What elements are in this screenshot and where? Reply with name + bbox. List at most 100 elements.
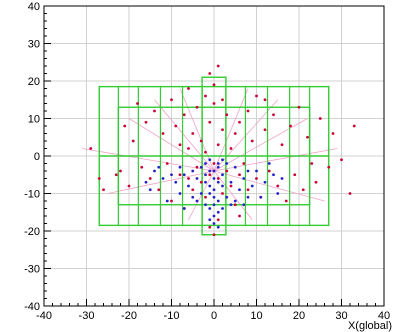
red-hit-point [114,173,118,177]
red-hit-point [195,165,199,169]
red-hit-point [204,94,207,98]
red-hit-point [127,184,131,188]
blue-hit-point [221,158,224,162]
red-hit-point [225,169,229,173]
red-hit-point [221,128,224,132]
y-tick-label: 10 [28,114,40,126]
red-hit-point [191,132,195,135]
blue-hit-point [229,180,233,184]
x-tick-label: -40 [36,310,52,322]
blue-hit-point [144,180,148,184]
red-hit-point [293,173,297,177]
blue-hit-point [191,169,195,173]
red-hit-point [272,113,275,117]
blue-hit-point [212,188,216,192]
blue-hit-point [174,180,178,184]
red-hit-point [284,199,288,203]
blue-hit-point [204,173,207,177]
blue-hit-point [204,203,207,207]
blue-hit-point [212,203,216,207]
blue-hit-point [216,162,220,165]
red-hit-point [136,102,139,105]
y-tick-label: -30 [24,264,40,276]
red-hit-point [255,177,258,180]
y-tick-label: 40 [28,1,40,13]
blue-hit-point [148,188,152,192]
red-hit-point [119,169,122,173]
red-hit-point [216,177,220,180]
red-hit-point [178,173,182,177]
blue-hit-point [199,165,203,169]
track-line [213,170,325,202]
red-hit-point [352,124,356,128]
blue-hit-point [267,162,271,165]
track-line [188,170,215,220]
track-line [82,148,215,172]
blue-hit-point [153,169,156,173]
blue-hit-point [221,173,224,177]
blue-hit-point [263,180,267,184]
track-line [213,88,249,172]
red-hit-point [144,120,148,124]
red-hit-point [233,203,237,207]
red-hit-point [170,199,173,203]
red-hit-point [208,72,212,75]
red-hit-point [327,165,331,169]
red-hit-point [187,177,190,180]
red-hit-point [216,218,220,222]
blue-hit-point [216,165,220,169]
blue-hit-point [221,207,224,210]
blue-hit-point [255,169,258,173]
blue-hit-point [212,169,216,173]
blue-hit-point [199,192,203,195]
blue-hit-point [208,169,212,173]
red-hit-point [165,162,169,165]
blue-hit-point [229,203,233,207]
red-hit-point [204,150,207,154]
red-hit-point [250,139,254,143]
red-hit-point [229,147,233,150]
blue-hit-point [161,177,165,180]
blue-hit-point [208,192,212,195]
y-tick-label: -20 [24,226,40,238]
red-hit-point [318,117,322,120]
blue-hit-point [195,177,199,180]
blue-hit-point [178,165,182,169]
blue-hit-point [276,192,280,195]
y-tick-label: -40 [24,301,40,313]
red-hit-point [89,147,93,150]
blue-hit-point [182,207,186,210]
red-hit-point [216,64,220,68]
blue-hit-point [212,214,216,218]
red-hit-point [340,158,343,162]
red-hit-point [102,188,105,192]
red-hit-point [310,162,314,165]
x-tick-label: 0 [211,310,217,322]
red-hit-point [174,124,178,128]
blue-hit-point [208,207,212,210]
blue-hit-point [280,177,284,180]
blue-hit-point [212,222,216,225]
blue-hit-point [208,184,212,188]
red-hit-point [238,214,241,218]
blue-hit-point [238,188,241,192]
blue-hit-point [216,180,220,184]
blue-hit-point [165,199,169,203]
red-hit-point [225,113,229,117]
red-hit-point [208,120,212,124]
blue-hit-point [208,218,212,222]
blue-hit-point [216,210,220,214]
blue-hit-point [216,199,220,203]
track-line [179,88,215,172]
red-hit-point [178,143,182,147]
red-hit-point [280,143,284,147]
red-hit-point [161,132,165,135]
x-tick-label: -30 [79,310,95,322]
red-hit-point [212,83,216,87]
red-hit-point [233,132,237,135]
blue-hit-point [242,203,246,207]
blue-hit-point [157,165,161,169]
red-hit-point [306,135,309,139]
red-hit-point [314,180,318,184]
